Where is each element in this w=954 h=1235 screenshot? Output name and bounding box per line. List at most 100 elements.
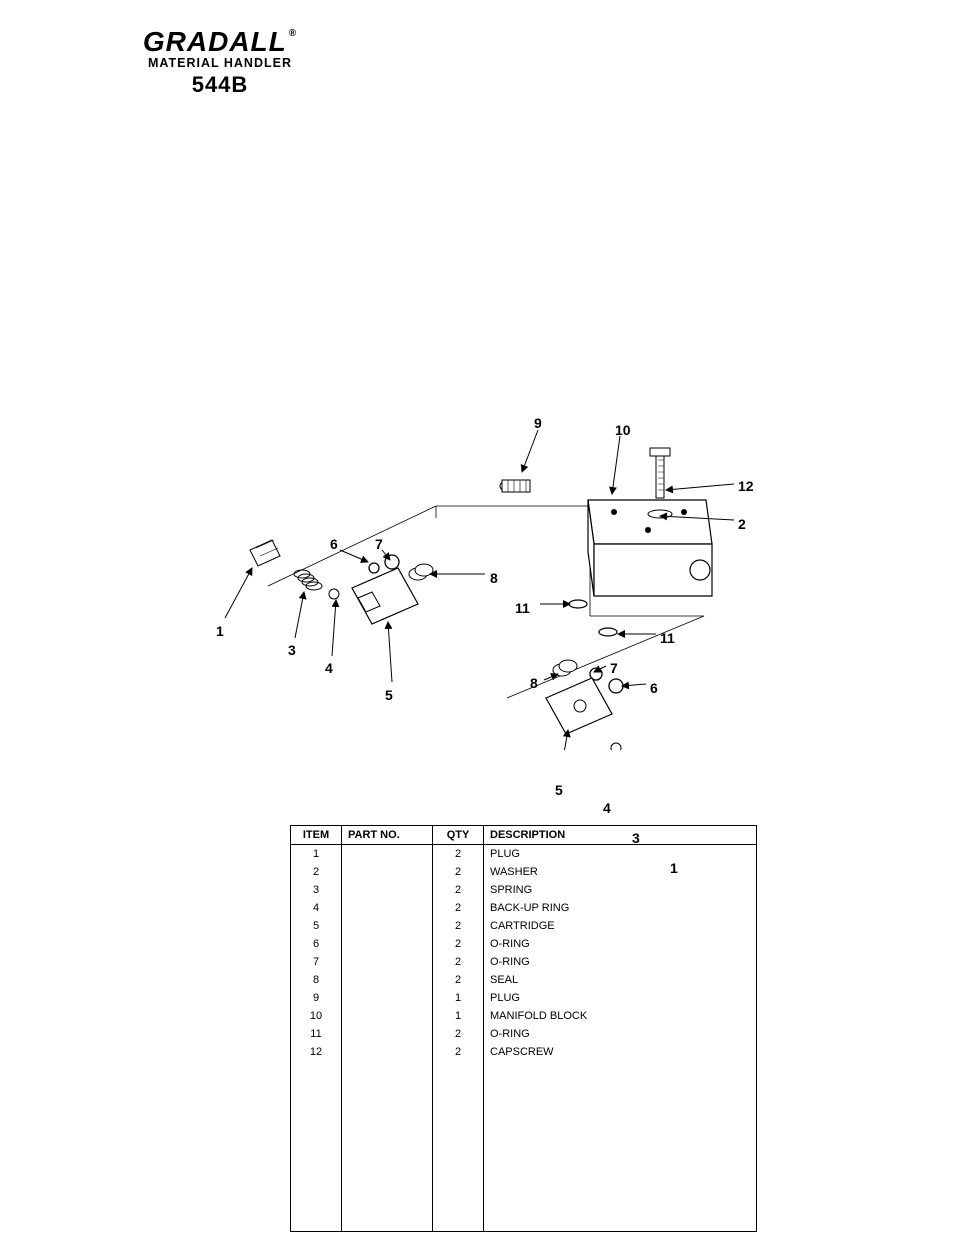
table-cell: CAPSCREW [484,1043,757,1061]
callout-1: 1 [216,623,224,639]
col-desc: DESCRIPTION [484,826,757,845]
table-cell: 2 [433,845,484,864]
table-cell: PLUG [484,845,757,864]
callout-6: 6 [650,680,658,696]
callout-8: 8 [530,675,538,691]
table-cell [342,1043,433,1061]
table-cell: 12 [291,1043,342,1061]
table-cell: 2 [433,971,484,989]
callout-4: 4 [603,800,611,816]
table-row: 1 2PLUG [291,845,757,864]
table-row: 5 2CARTRIDGE [291,917,757,935]
callout-7: 7 [375,536,383,552]
oring11b [599,628,617,636]
plug9-shape [500,480,530,492]
registered-mark: ® [289,28,297,39]
table-cell: 2 [433,1025,484,1043]
col-partno: PART NO. [342,826,433,845]
table-cell [342,989,433,1007]
table-cell [342,899,433,917]
table-cell: 10 [291,1007,342,1025]
table-header-row: ITEM PART NO. QTY DESCRIPTION [291,826,757,845]
table-row: 8 2SEAL [291,971,757,989]
callout-10: 10 [615,422,631,438]
table-cell [342,917,433,935]
table-cell: 11 [291,1025,342,1043]
table-cell: SPRING [484,881,757,899]
bolt-shape [650,448,670,498]
table-cell: 1 [433,989,484,1007]
exploded-diagram: 910122678131111457865431 [0,200,954,750]
table-row: 22WASHER [291,863,757,881]
table-cell: SEAL [484,971,757,989]
callout-5: 5 [385,687,393,703]
table-cell: 9 [291,989,342,1007]
table-cell [342,971,433,989]
callout-12: 12 [738,478,754,494]
table-cell: 4 [291,899,342,917]
table-cell [291,1061,342,1232]
table-cell [342,863,433,881]
table-cell [342,1025,433,1043]
table-row: 10 1MANIFOLD BLOCK [291,1007,757,1025]
table-cell: 5 [291,917,342,935]
table-cell [342,1061,433,1232]
table-cell [342,953,433,971]
table-row: 7 2O-RING [291,953,757,971]
table-filler [291,1061,757,1232]
table-cell: 1 [291,845,342,864]
callout-11: 11 [660,630,675,646]
logo-block: GRADALL® MATERIAL HANDLER 544B [130,30,310,98]
callout-4: 4 [325,660,333,676]
callout-5: 5 [555,782,563,798]
table-cell [342,935,433,953]
parts-table: ITEM PART NO. QTY DESCRIPTION 12PLUG22WA… [290,825,757,1232]
table-cell: 2 [433,917,484,935]
table-cell [484,1061,757,1232]
table-row: 42BACK-UP RING [291,899,757,917]
callout-8: 8 [490,570,498,586]
callout-11: 11 [515,600,530,616]
table-cell [342,881,433,899]
table-cell: 2 [433,1043,484,1061]
brand-subtitle: MATERIAL HANDLER [130,56,310,70]
table-cell: MANIFOLD BLOCK [484,1007,757,1025]
table-row: 3 2SPRING [291,881,757,899]
callout-2: 2 [738,516,746,532]
table-row: 6 2O-RING [291,935,757,953]
table-cell: WASHER [484,863,757,881]
brand-text: GRADALL [143,26,287,57]
table-cell: PLUG [484,989,757,1007]
brand-name: GRADALL® [130,30,310,54]
table-cell: 3 [291,881,342,899]
table-cell: 2 [433,953,484,971]
col-qty: QTY [433,826,484,845]
table-cell: O-RING [484,1025,757,1043]
table-cell: O-RING [484,935,757,953]
callout-7: 7 [610,660,618,676]
table-cell: 2 [433,881,484,899]
table-cell [342,1007,433,1025]
callout-9: 9 [534,415,542,431]
table-cell [342,845,433,864]
table-cell: 1 [433,1007,484,1025]
table-cell: 2 [291,863,342,881]
callout-3: 3 [288,642,296,658]
callout-6: 6 [330,536,338,552]
table-row: 9 1PLUG [291,989,757,1007]
table-cell: 2 [433,863,484,881]
table-cell: 6 [291,935,342,953]
oring11a [569,600,587,608]
col-item: ITEM [291,826,342,845]
table-row: 12 2CAPSCREW [291,1043,757,1061]
model-number: 544B [130,72,310,98]
lower-cartridge [546,660,698,750]
table-cell: 2 [433,935,484,953]
table-cell: 2 [433,899,484,917]
table-cell: CARTRIDGE [484,917,757,935]
table-row: 11 2O-RING [291,1025,757,1043]
table-cell: 7 [291,953,342,971]
table-cell: 8 [291,971,342,989]
table-cell: O-RING [484,953,757,971]
diagram-svg [0,200,954,750]
